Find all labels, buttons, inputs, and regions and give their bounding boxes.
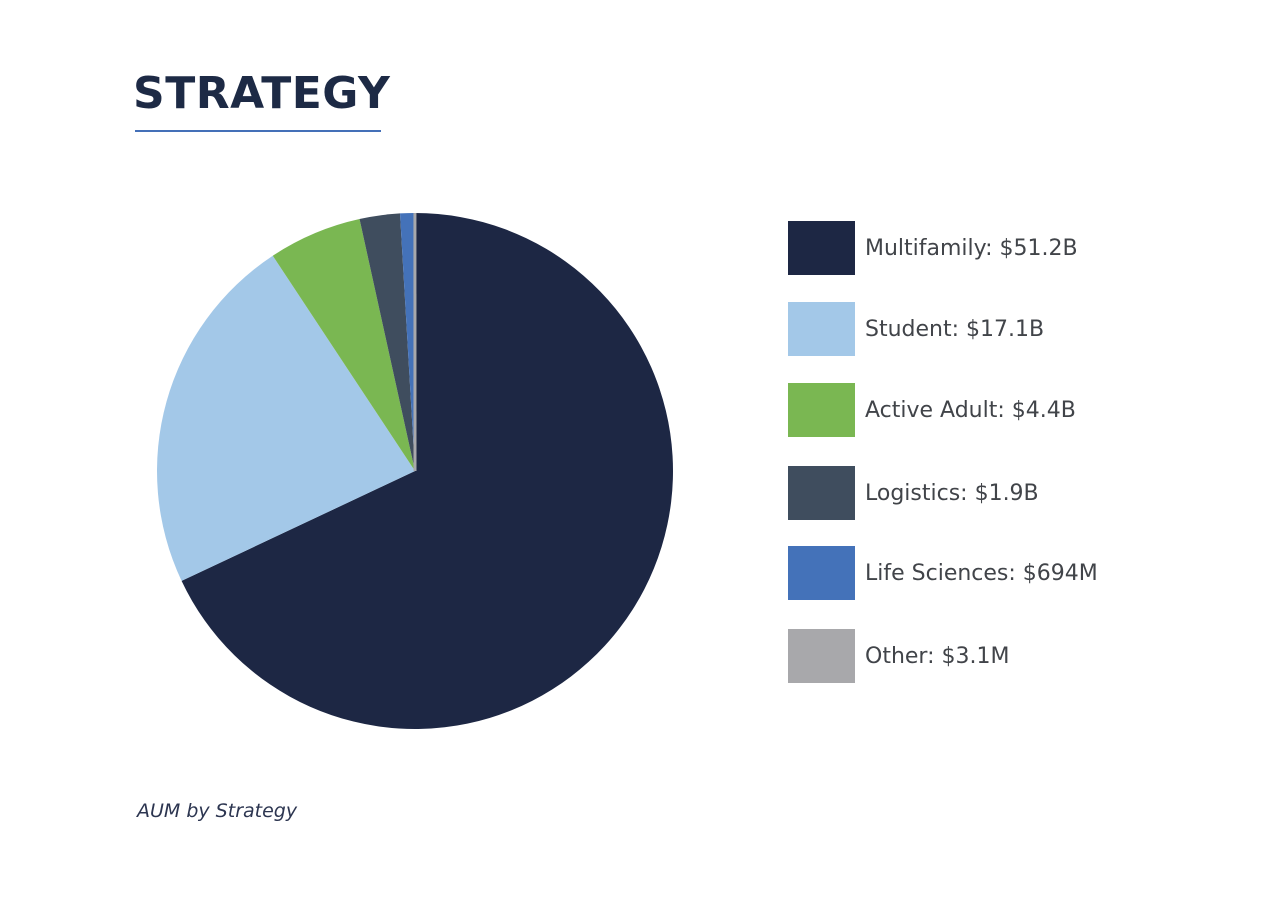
- pie-slice-logistics: [359, 213, 415, 471]
- legend-item-life-sciences: Life Sciences: $694M: [788, 546, 1098, 600]
- legend-item-multifamily: Multifamily: $51.2B: [788, 221, 1078, 275]
- legend-label: Active Adult: $4.4B: [865, 397, 1076, 423]
- legend-item-other: Other: $3.1M: [788, 629, 1009, 683]
- pie-slice-student: [157, 255, 415, 581]
- pie-chart: [157, 212, 673, 729]
- legend-item-student: Student: $17.1B: [788, 302, 1044, 356]
- legend-swatch: [788, 466, 855, 520]
- legend-swatch: [788, 221, 855, 275]
- pie-slice-life-sciences: [400, 213, 415, 472]
- pie-slice-multifamily: [181, 213, 673, 729]
- legend-label: Other: $3.1M: [865, 643, 1010, 669]
- chart-title: STRATEGY: [133, 68, 391, 119]
- legend-swatch: [788, 383, 855, 437]
- legend-item-active-adult: Active Adult: $4.4B: [788, 383, 1076, 437]
- legend-swatch: [788, 302, 855, 356]
- legend-label: Life Sciences: $694M: [865, 560, 1098, 586]
- chart-caption: AUM by Strategy: [137, 800, 298, 822]
- legend-swatch: [788, 546, 855, 600]
- legend-label: Multifamily: $51.2B: [865, 235, 1078, 261]
- legend-item-logistics: Logistics: $1.9B: [788, 466, 1039, 520]
- legend-swatch: [788, 629, 855, 683]
- pie-slice-active-adult: [272, 219, 415, 471]
- legend-label: Logistics: $1.9B: [865, 480, 1039, 506]
- title-underline: [135, 130, 381, 132]
- legend-label: Student: $17.1B: [865, 316, 1045, 342]
